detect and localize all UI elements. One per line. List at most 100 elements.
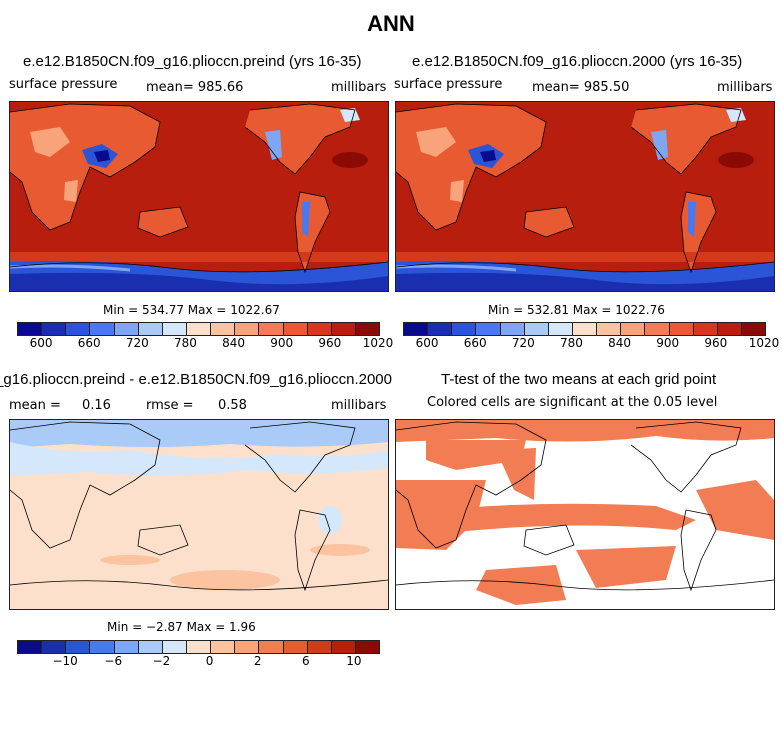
colorbar-box [186, 641, 212, 653]
panel2-map [395, 101, 775, 292]
panel2-units: millibars [717, 80, 773, 95]
colorbar-box [66, 641, 91, 653]
colorbar-tick-label: 960 [318, 336, 342, 350]
colorbar-box [162, 641, 187, 653]
colorbar-tick-label: −10 [52, 654, 78, 668]
panel2-variable: surface pressure [394, 77, 503, 92]
colorbar-tick-label: 720 [511, 336, 535, 350]
colorbar-box [355, 641, 380, 653]
colorbar-tick-label: 660 [77, 336, 101, 350]
figure-title: ANN [367, 11, 415, 36]
colorbar-box [18, 323, 43, 335]
colorbar-box [259, 323, 284, 335]
panel1-map-svg [10, 103, 388, 291]
panel1-units: millibars [331, 80, 387, 95]
panel3-title-clip: e.e12.B1850CN.f09_g16.plioccn.preind - e… [0, 371, 392, 388]
panel2-minmax: Min = 532.81 Max = 1022.76 [488, 303, 665, 317]
colorbar-tick-label: 6 [301, 654, 310, 668]
colorbar-box [717, 323, 742, 335]
colorbar-tick-label: 10 [346, 654, 362, 668]
colorbar-tick-label: 840 [222, 336, 246, 350]
colorbar-box [404, 323, 429, 335]
colorbar-box [669, 323, 694, 335]
colorbar-box [66, 323, 91, 335]
panel1-minmax: Min = 534.77 Max = 1022.67 [103, 303, 280, 317]
colorbar-box [524, 323, 549, 335]
colorbar-box [428, 323, 453, 335]
colorbar-box [741, 323, 766, 335]
panel4-subtitle: Colored cells are significant at the 0.0… [427, 395, 718, 410]
colorbar-tick-label: 600 [29, 336, 53, 350]
panel1-title: e.e12.B1850CN.f09_g16.plioccn.preind (yr… [23, 53, 362, 70]
panel3-rmse-value: 0.58 [218, 398, 247, 413]
colorbar-tick-label: 780 [560, 336, 583, 350]
colorbar-box [331, 641, 356, 653]
colorbar-tick-label: 660 [463, 336, 487, 350]
panel3-units: millibars [331, 398, 387, 413]
colorbar-box [90, 641, 115, 653]
colorbar-box [114, 323, 139, 335]
colorbar-box [211, 641, 236, 653]
colorbar-box [138, 323, 163, 335]
colorbar-box [355, 323, 380, 335]
colorbar-box [283, 323, 308, 335]
colorbar-tick-label: 720 [125, 336, 149, 350]
colorbar-tick-label: 600 [415, 336, 439, 350]
panel1-mean: mean= 985.66 [146, 80, 244, 95]
colorbar-box [114, 641, 139, 653]
panel4-title: T-test of the two means at each grid poi… [441, 371, 717, 388]
colorbar-box [235, 323, 260, 335]
colorbar-box [572, 323, 598, 335]
colorbar-box [18, 641, 43, 653]
colorbar-box [331, 323, 356, 335]
colorbar-box [259, 641, 284, 653]
colorbar-box [621, 323, 646, 335]
colorbar-box [90, 323, 115, 335]
colorbar-box [645, 323, 670, 335]
panel3-colorbar [17, 640, 380, 654]
colorbar-tick-label: 900 [270, 336, 294, 350]
colorbar-tick-label: 960 [704, 336, 728, 350]
panel3-map [9, 419, 389, 610]
colorbar-box [476, 323, 501, 335]
panel4-map [395, 419, 775, 610]
panel3-mean-value: 0.16 [82, 398, 111, 413]
colorbar-box [42, 641, 67, 653]
panel3-minmax: Min = −2.87 Max = 1.96 [107, 620, 256, 634]
panel2-map-svg [396, 103, 774, 291]
panel1-colorbar [17, 322, 380, 336]
colorbar-box [235, 641, 260, 653]
colorbar-tick-label: 780 [174, 336, 197, 350]
colorbar-box [548, 323, 573, 335]
panel3-title: e.e12.B1850CN.f09_g16.plioccn.preind - e… [0, 371, 392, 388]
colorbar-tick-label: 900 [656, 336, 680, 350]
colorbar-box [186, 323, 212, 335]
colorbar-tick-label: 2 [253, 654, 262, 668]
colorbar-box [597, 323, 622, 335]
colorbar-box [211, 323, 236, 335]
panel3-mean-label: mean = [9, 398, 61, 413]
colorbar-box [693, 323, 718, 335]
panel2-mean: mean= 985.50 [532, 80, 630, 95]
panel2-title: e.e12.B1850CN.f09_g16.plioccn.2000 (yrs … [412, 53, 743, 70]
colorbar-box [307, 641, 332, 653]
colorbar-tick-label: 0 [205, 654, 214, 668]
panel1-variable: surface pressure [9, 77, 118, 92]
colorbar-tick-label: −6 [104, 654, 123, 668]
panel2-colorbar [403, 322, 766, 336]
panel3-rmse-label: rmse = [146, 398, 194, 413]
colorbar-box [283, 641, 308, 653]
colorbar-box [138, 641, 163, 653]
panel3-map-svg [10, 420, 388, 592]
colorbar-tick-label: 1020 [748, 336, 780, 350]
colorbar-box [452, 323, 477, 335]
colorbar-tick-label: 1020 [362, 336, 394, 350]
colorbar-tick-label: 840 [608, 336, 632, 350]
colorbar-box [307, 323, 332, 335]
colorbar-box [500, 323, 525, 335]
colorbar-box [42, 323, 67, 335]
panel1-map [9, 101, 389, 292]
panel4-map-svg [396, 420, 774, 605]
colorbar-box [162, 323, 187, 335]
colorbar-tick-label: −2 [152, 654, 171, 668]
